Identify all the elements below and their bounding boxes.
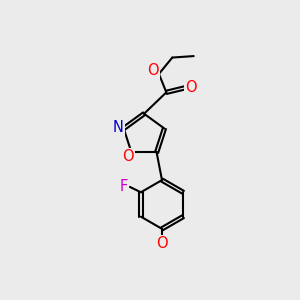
Text: O: O — [147, 63, 159, 78]
Text: N: N — [113, 119, 124, 134]
Text: O: O — [156, 236, 168, 251]
Text: O: O — [122, 149, 134, 164]
Text: O: O — [185, 80, 197, 95]
Text: F: F — [120, 179, 128, 194]
